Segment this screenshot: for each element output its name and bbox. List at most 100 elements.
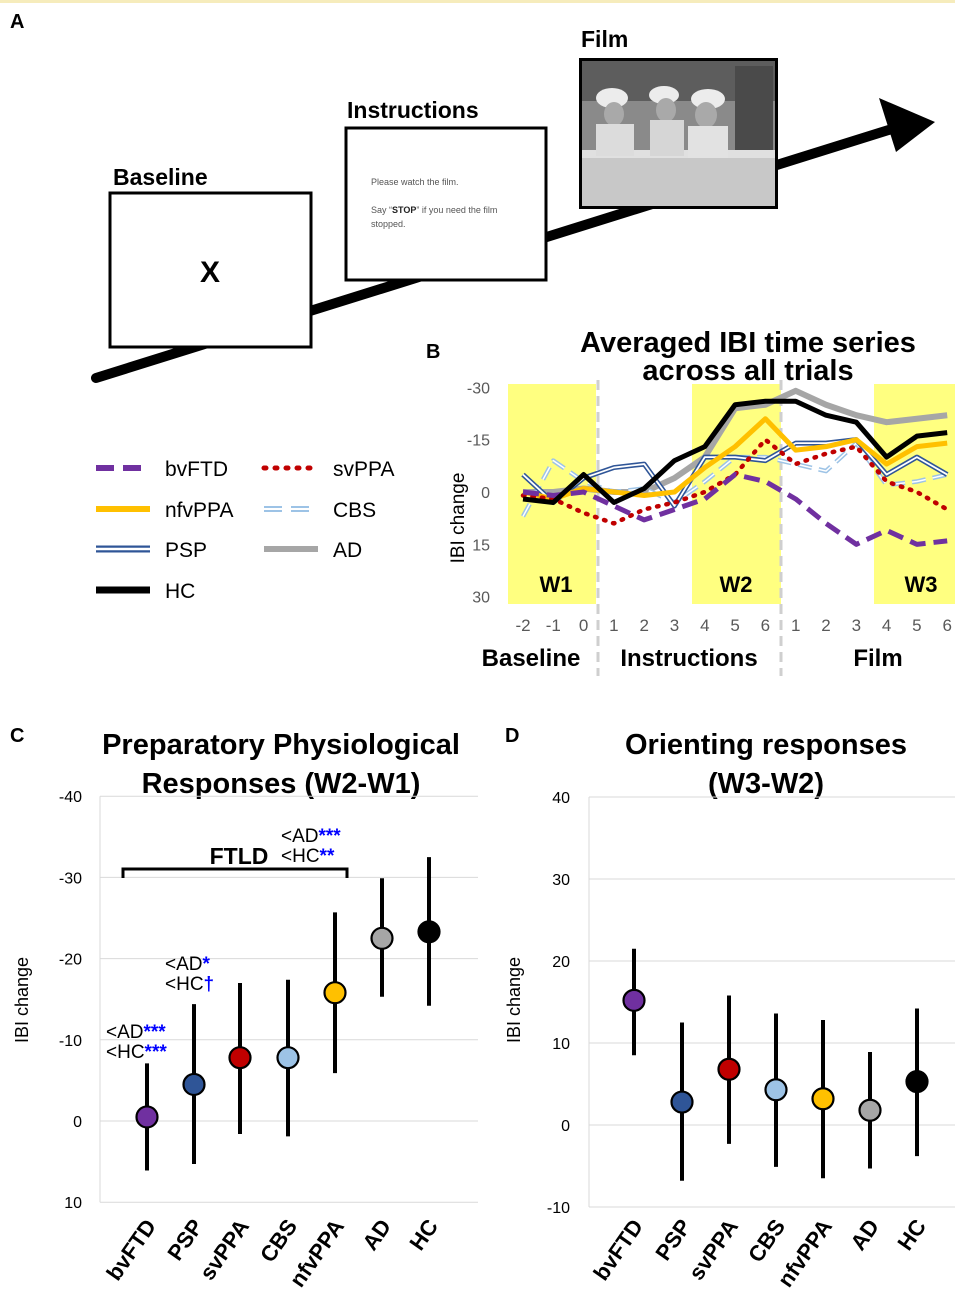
series-line-nfvppa: [522, 416, 948, 502]
chart-c-ytick: -30: [59, 870, 82, 887]
chart-b-title-line1: Averaged IBI time series: [580, 327, 916, 359]
chart-b-xtick: 4: [700, 616, 709, 635]
legend-item-ad: AD: [264, 539, 362, 562]
panel-b: B Averaged IBI time series across all tr…: [426, 327, 955, 676]
window-label-w1: W1: [540, 572, 573, 597]
legend-label-ad: AD: [333, 539, 362, 562]
instructions-text-line1: Please watch the film.: [371, 177, 459, 187]
chart-b-xtick: 4: [882, 616, 891, 635]
chart-d-ytick: -10: [547, 1200, 570, 1217]
annot-ftld-hc: <HC**: [281, 846, 335, 867]
chart-b-xtick: -1: [546, 616, 561, 635]
legend-label-nfvppa: nfvPPA: [165, 499, 233, 522]
legend-item-hc: HC: [96, 580, 195, 603]
chart-c-point-nfvppa: [323, 981, 347, 1005]
annot-bvftd-hc: <HC***: [106, 1042, 167, 1063]
legend-item-svppa: svPPA: [261, 458, 394, 481]
legend-label-svppa: svPPA: [333, 458, 394, 481]
chart-b-ytick: -30: [467, 380, 490, 397]
series-line-hc: [522, 398, 948, 505]
phase-label-instructions: Instructions: [620, 645, 757, 672]
top-strip: [0, 0, 955, 3]
legend-item-nfvppa: nfvPPA: [96, 499, 233, 522]
legend-item-bvftd: bvFTD: [96, 458, 228, 481]
annot-ftld-ad: <AD***: [281, 826, 341, 847]
chart-b-ytick: 0: [481, 485, 490, 502]
chart-c-point-svppa: [228, 1046, 252, 1070]
chart-c-category-cbs: CBS: [255, 1215, 302, 1267]
chart-d-ytick: 40: [552, 790, 570, 807]
legend-label-hc: HC: [165, 580, 195, 603]
annot-psp-ad: <AD*: [165, 954, 211, 975]
phase-label-film: Film: [853, 645, 902, 672]
chart-c-ytick: 0: [73, 1114, 82, 1131]
fixation-cross: X: [200, 256, 220, 289]
chart-d-point-hc: [905, 1069, 929, 1094]
legend-item-psp: PSP: [96, 539, 207, 562]
baseline-screen: [108, 191, 313, 349]
chart-d-category-psp: PSP: [650, 1215, 696, 1265]
chart-c-title-line1: Preparatory Physiological: [102, 729, 460, 761]
chart-c-ytick: -40: [59, 789, 82, 806]
instructions-text-line3: stopped.: [371, 219, 406, 229]
legend-label-bvftd: bvFTD: [165, 458, 228, 481]
chart-b-ytick: 15: [472, 537, 490, 554]
chart-b-ytick: -15: [467, 433, 490, 450]
chart-b-title-line2: across all trials: [642, 355, 853, 387]
chart-c-category-ad: AD: [357, 1215, 396, 1255]
chart-d-point-cbs: [764, 1078, 788, 1102]
chart-d-category-hc: HC: [892, 1214, 931, 1254]
phase-label-baseline: Baseline: [482, 645, 581, 672]
chart-b-xtick: 1: [609, 616, 618, 635]
timeline-arrow-head: [879, 98, 935, 152]
chart-d-ytick: 20: [552, 954, 570, 971]
chart-b-xtick: 6: [942, 616, 951, 635]
panel-a: A Baseline X Instructions Please watch t…: [10, 11, 935, 383]
chart-b-xtick: -2: [515, 616, 530, 635]
panel-c-letter: C: [10, 725, 24, 747]
chart-d-point-svppa: [717, 1057, 741, 1081]
chart-c-category-bvftd: bvFTD: [101, 1215, 161, 1285]
chart-b-xtick: 0: [579, 616, 588, 635]
ftld-bracket: [121, 867, 349, 878]
chart-c-category-hc: HC: [404, 1214, 443, 1254]
panel-a-letter: A: [10, 11, 24, 33]
chart-c-title-line2: Responses (W2-W1): [142, 768, 421, 800]
chart-c-point-psp: [182, 1072, 206, 1097]
series-line-psp-inner: [522, 438, 948, 507]
chart-c-ytick: -10: [59, 1033, 82, 1050]
legend-item-cbs: CBS: [264, 499, 376, 522]
chart-c-ytick: -20: [59, 952, 82, 969]
instructions-screen-label: Instructions: [347, 97, 479, 123]
ftld-bracket-label: FTLD: [210, 843, 269, 869]
chart-c-category-svppa: svPPA: [195, 1214, 255, 1284]
chart-c-point-hc: [417, 920, 441, 944]
panel-c: C Preparatory Physiological Responses (W…: [10, 725, 478, 1292]
chart-c-category-psp: PSP: [162, 1215, 208, 1265]
series-line-bvftd: [522, 472, 948, 547]
legend-label-cbs: CBS: [333, 499, 376, 522]
chart-d-category-bvftd: bvFTD: [588, 1215, 648, 1285]
instructions-screen: [344, 126, 548, 282]
chart-b-xtick: 1: [791, 616, 800, 635]
chart-c-ylabel: IBI change: [12, 957, 32, 1043]
legend: bvFTD svPPA nfvPPA CBS PSP AD HC: [96, 458, 394, 603]
chart-b-xtick: 5: [912, 616, 921, 635]
chart-d-point-ad: [858, 1098, 882, 1122]
chart-c-point-bvftd: [135, 1105, 159, 1129]
chart-d-ytick: 30: [552, 872, 570, 889]
chart-d-category-ad: AD: [845, 1215, 884, 1255]
baseline-screen-label: Baseline: [113, 164, 208, 190]
chart-b-xtick: 3: [852, 616, 861, 635]
chart-d-ylabel: IBI change: [504, 957, 524, 1043]
chart-b-ylabel: IBI change: [448, 473, 469, 564]
chart-d-title-line1: Orienting responses: [625, 729, 907, 761]
chart-d-category-cbs: CBS: [743, 1215, 790, 1267]
chart-b-xtick: 3: [670, 616, 679, 635]
legend-label-psp: PSP: [165, 539, 207, 562]
chart-b-xtick: 2: [821, 616, 830, 635]
film-screen-label: Film: [581, 26, 628, 52]
chart-d-ytick: 10: [552, 1036, 570, 1053]
chart-b-xtick: 2: [639, 616, 648, 635]
